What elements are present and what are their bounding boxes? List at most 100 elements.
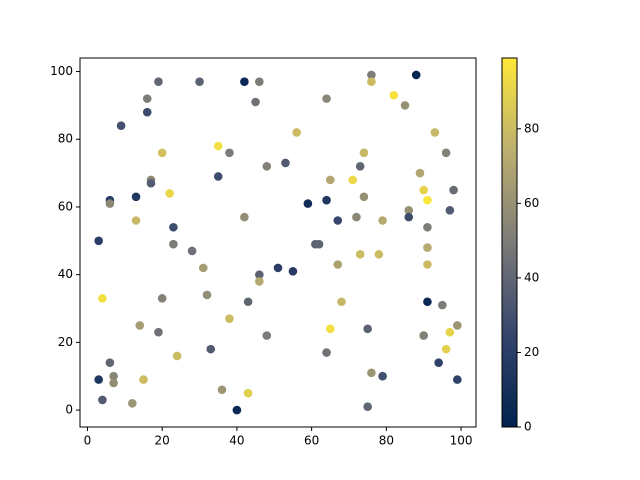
point <box>411 70 421 80</box>
point <box>105 199 115 208</box>
point <box>105 358 115 367</box>
colorbar <box>501 57 518 428</box>
point <box>157 294 167 303</box>
point <box>453 321 462 330</box>
point <box>423 297 432 307</box>
point <box>217 385 227 395</box>
point <box>438 300 447 310</box>
point <box>441 344 451 354</box>
point <box>322 348 331 357</box>
point <box>225 148 234 158</box>
point <box>423 243 432 252</box>
point <box>255 277 264 286</box>
y-tick-label: 0 <box>65 403 73 417</box>
point <box>326 175 335 185</box>
point <box>449 185 458 195</box>
point <box>172 351 182 361</box>
point <box>288 266 298 276</box>
point <box>434 358 443 367</box>
point <box>423 222 432 232</box>
x-tick-label: 20 <box>155 434 170 448</box>
x-tick-label: 40 <box>229 434 244 448</box>
point <box>363 402 372 411</box>
point <box>445 327 455 337</box>
colorbar-tick-label: 0 <box>524 420 532 434</box>
point <box>281 158 290 168</box>
point <box>367 70 376 80</box>
point <box>109 371 118 381</box>
point <box>94 236 103 246</box>
point <box>187 246 197 256</box>
point <box>131 192 141 202</box>
point <box>198 263 208 273</box>
point <box>142 94 152 103</box>
point <box>378 216 387 225</box>
point <box>303 199 313 208</box>
point <box>445 206 455 215</box>
y-tick-label: 60 <box>58 199 73 213</box>
point <box>262 331 272 340</box>
point <box>157 148 167 158</box>
point <box>355 250 365 259</box>
point <box>195 77 204 86</box>
point <box>441 148 451 158</box>
point <box>352 212 361 222</box>
point <box>367 368 376 378</box>
point <box>404 212 414 222</box>
point <box>322 94 331 103</box>
point <box>419 331 428 340</box>
point <box>378 371 387 381</box>
point <box>333 216 343 225</box>
point <box>251 97 260 107</box>
x-tick-label: 60 <box>304 434 319 448</box>
x-tick-label: 100 <box>450 434 473 448</box>
point <box>202 290 212 300</box>
point <box>243 297 253 307</box>
colorbar-tick-label: 80 <box>524 121 539 135</box>
point <box>94 375 103 384</box>
point <box>363 324 372 334</box>
point <box>333 260 343 269</box>
point <box>255 270 264 279</box>
point <box>135 321 145 330</box>
point <box>430 128 440 137</box>
point <box>146 178 156 188</box>
point <box>326 324 335 334</box>
point <box>240 212 249 222</box>
point <box>142 107 152 117</box>
point <box>243 388 253 398</box>
x-tick-label: 80 <box>379 434 394 448</box>
colorbar-tick-label: 60 <box>524 196 539 210</box>
point <box>389 90 399 100</box>
point <box>359 148 369 158</box>
point <box>213 141 223 151</box>
y-tick-label: 100 <box>50 64 73 78</box>
point <box>423 260 432 269</box>
point <box>314 239 324 249</box>
point <box>225 314 234 323</box>
point <box>404 206 414 215</box>
point <box>98 294 107 303</box>
point <box>206 344 216 354</box>
y-tick-label: 20 <box>58 335 73 349</box>
point <box>374 250 384 259</box>
x-tick-label: 0 <box>84 434 92 448</box>
point <box>453 375 462 384</box>
point <box>322 195 331 205</box>
point <box>423 195 432 205</box>
point <box>165 189 174 198</box>
point <box>255 77 264 86</box>
point <box>98 395 107 405</box>
plot-frame <box>79 57 477 428</box>
point <box>213 172 223 181</box>
point <box>240 77 249 86</box>
point <box>154 77 163 86</box>
colorbar-tick-label: 40 <box>524 270 539 284</box>
point <box>109 378 118 388</box>
y-tick-label: 40 <box>58 267 73 281</box>
point <box>415 168 425 178</box>
point <box>355 162 365 171</box>
point <box>273 263 283 273</box>
point <box>128 399 137 408</box>
